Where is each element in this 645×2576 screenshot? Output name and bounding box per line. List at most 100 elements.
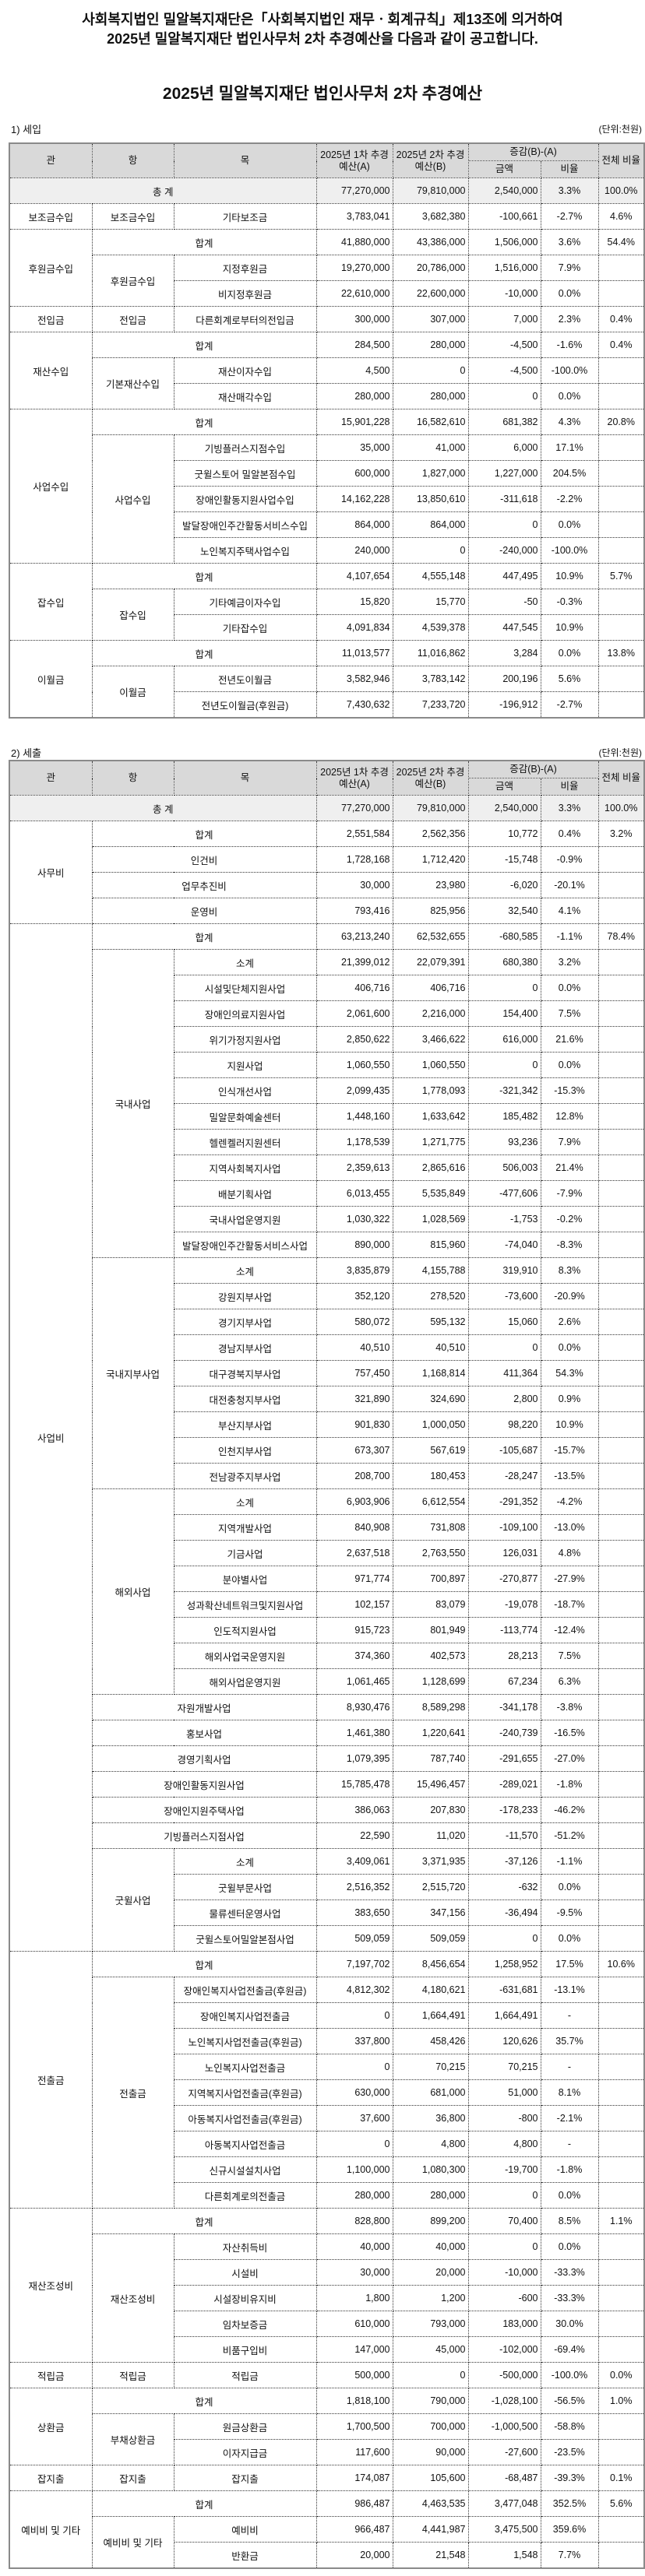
share: 20.8% [597, 409, 645, 435]
value-a: 1,700,500 [315, 2413, 393, 2440]
hang-cell: 적립금 [91, 2362, 174, 2388]
value-b: 8,589,298 [392, 1694, 469, 1720]
diff-rate: -1.1% [540, 1848, 599, 1875]
mok-cell: 신규시설설치사업 [173, 2156, 317, 2183]
table-row: 굿윌스토어 밀알본점수입 600,000 1,827,000 1,227,000 204… [9, 460, 645, 487]
share [597, 2079, 645, 2106]
share [597, 2542, 645, 2569]
value-a: 4,812,302 [315, 1977, 393, 2003]
value-a: 840,908 [315, 1514, 393, 1541]
value-a: 0 [315, 2131, 393, 2157]
table-row: 업무추진비 30,000 23,980 -6,020 -20.1% [9, 872, 645, 898]
mok-cell: 인식개선사업 [173, 1077, 317, 1104]
diff-rate: -100.0% [540, 537, 599, 564]
income-section-label: 1) 세입 [11, 124, 42, 135]
value-a: 828,800 [315, 2208, 393, 2234]
diff-rate: 0.0% [540, 975, 599, 1001]
mok-cell: 인도적지원사업 [173, 1617, 317, 1643]
share [597, 614, 645, 641]
diff-rate: -1.6% [540, 332, 599, 358]
value-b: 5,535,849 [392, 1180, 469, 1207]
value-b: 4,539,378 [392, 614, 469, 641]
diff-amount: 1,258,952 [467, 1951, 541, 1977]
value-b: 180,453 [392, 1463, 469, 1489]
hang-mok-cell: 합계 [91, 640, 317, 666]
share [597, 1283, 645, 1309]
value-b: 1,000,050 [392, 1411, 469, 1438]
diff-amount: 411,364 [467, 1360, 541, 1386]
hang-mok-cell: 합계 [91, 1951, 317, 1977]
mok-cell: 적립금 [173, 2362, 317, 2388]
mok-cell: 재산이자수입 [173, 357, 317, 384]
header-col-b: 2025년 2차 추경예산(B) [392, 142, 469, 178]
value-a: 2,516,352 [315, 1874, 393, 1900]
diff-amount: 3,284 [467, 640, 541, 666]
diff-amount: -28,247 [467, 1463, 541, 1489]
diff-amount: -37,126 [467, 1848, 541, 1875]
hang-mok-cell: 합계 [91, 229, 317, 255]
header-gwan: 관 [9, 142, 93, 178]
grand-total-value: 2,540,000 [467, 795, 541, 821]
grand-total-label: 총 계 [9, 795, 317, 821]
table-row: 자원개발사업 8,930,476 8,589,298 -341,178 -3.8% [9, 1694, 645, 1720]
hang-mok-cell: 경영기획사업 [91, 1745, 317, 1772]
diff-amount: -632 [467, 1874, 541, 1900]
diff-amount: 616,000 [467, 1026, 541, 1053]
share [597, 1899, 645, 1926]
income-table: 관 항 목 2025년 1차 추경예산(A) 2025년 2차 추경예산(B) 증감(B)… [9, 142, 645, 719]
table-row: 부산지부사업 901,830 1,000,050 98,220 10.9% [9, 1411, 645, 1438]
grand-total-label: 총 계 [9, 177, 317, 204]
share [597, 666, 645, 692]
share [597, 872, 645, 898]
diff-rate: -16.5% [540, 1720, 599, 1746]
table-row: 사업수입 기빙플러스지점수입 35,000 41,000 6,000 17.1% [9, 434, 645, 564]
table-row: 지역개발사업 840,908 731,808 -109,100 -13.0% [9, 1514, 645, 1541]
value-a: 352,120 [315, 1283, 393, 1309]
share [597, 357, 645, 384]
value-b: 307,000 [392, 306, 469, 332]
diff-rate: 2.6% [540, 1309, 599, 1335]
value-a: 174,087 [315, 2465, 393, 2491]
share [597, 1977, 645, 2003]
share [597, 1745, 645, 1772]
share [597, 1103, 645, 1130]
share [597, 1566, 645, 1592]
table-row: 재산조성비 자산취득비 40,000 40,000 0 0.0% [9, 2233, 645, 2363]
share [597, 2516, 645, 2543]
mok-cell: 노인복지주택사업수입 [173, 537, 317, 564]
share [597, 2336, 645, 2363]
mok-cell: 발달장애인주간활동서비스사업 [173, 1232, 317, 1258]
share [597, 1874, 645, 1900]
mok-cell: 장애인의료지원사업 [173, 1000, 317, 1027]
value-a: 4,500 [315, 357, 393, 384]
value-b: 23,980 [392, 872, 469, 898]
table-row: 신규시설설치사업 1,100,000 1,080,300 -19,700 -1.8% [9, 2156, 645, 2183]
diff-rate: 7.5% [540, 1643, 599, 1669]
value-a: 0 [315, 2054, 393, 2080]
share [597, 1617, 645, 1643]
diff-rate: 4.3% [540, 409, 599, 435]
value-a: 2,850,622 [315, 1026, 393, 1053]
share [597, 511, 645, 538]
table-row: 아동복지사업전출금 0 4,800 4,800- [9, 2131, 645, 2157]
table-row: 발달장애인주간활동서비스사업 890,000 815,960 -74,040 -8.3% [9, 1232, 645, 1258]
share [597, 280, 645, 307]
value-a: 386,063 [315, 1797, 393, 1823]
diff-amount: -102,000 [467, 2336, 541, 2363]
value-b: 16,582,610 [392, 409, 469, 435]
value-a: 2,099,435 [315, 1077, 393, 1104]
gwan-cell: 적립금 [9, 2362, 93, 2388]
diff-rate: 3.2% [540, 949, 599, 975]
table-row: 시설및단체지원사업 406,716 406,716 0 0.0% [9, 975, 645, 1001]
diff-rate: 21.4% [540, 1154, 599, 1181]
diff-amount: 10,772 [467, 821, 541, 847]
share [597, 2131, 645, 2157]
table-row: 인건비 1,728,168 1,712,420 -15,748 -0.9% [9, 846, 645, 873]
hang-cell: 예비비 및 기타 [91, 2516, 174, 2569]
diff-amount: -291,352 [467, 1488, 541, 1515]
diff-rate: -2.7% [540, 203, 599, 230]
header-share: 전체 비율 [597, 142, 645, 178]
hang-mok-cell: 기빙플러스지점사업 [91, 1822, 317, 1849]
mok-cell: 발달장애인주간활동서비스수입 [173, 511, 317, 538]
diff-rate: 10.9% [540, 614, 599, 641]
